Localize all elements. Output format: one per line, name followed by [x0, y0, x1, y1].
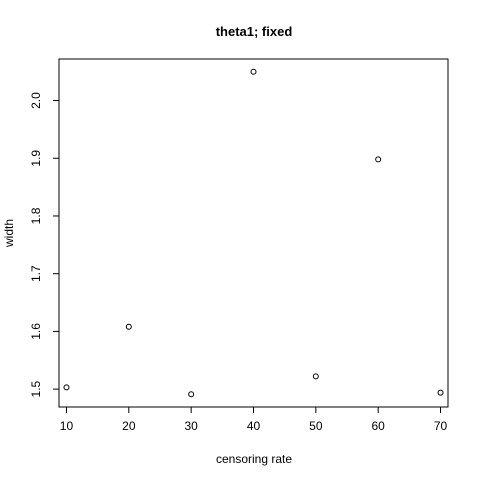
- data-point: [250, 68, 257, 75]
- y-tick-label: 2.0: [29, 92, 43, 109]
- y-tick-label: 1.8: [29, 207, 43, 224]
- x-tick-label: 40: [247, 419, 261, 433]
- x-axis: 10 20 30 40 50 60 70: [60, 407, 448, 433]
- x-tick-label: 50: [309, 419, 323, 433]
- y-axis: 1.5 1.6 1.7 1.8 1.9 2.0: [29, 92, 59, 397]
- y-axis-label: width: [2, 219, 16, 248]
- x-tick-label: 20: [122, 419, 136, 433]
- data-point: [437, 389, 444, 396]
- y-tick-label: 1.6: [29, 323, 43, 340]
- x-axis-label: censoring rate: [216, 452, 292, 466]
- plot-frame: [58, 58, 449, 408]
- data-point: [63, 384, 70, 391]
- y-tick-label: 1.9: [29, 150, 43, 167]
- data-point: [125, 323, 132, 330]
- y-tick-label: 1.5: [29, 380, 43, 397]
- x-tick-label: 10: [60, 419, 74, 433]
- y-tick-label: 1.7: [29, 265, 43, 282]
- x-tick-label: 70: [434, 419, 448, 433]
- data-point: [312, 373, 319, 380]
- data-point: [375, 156, 382, 163]
- data-point: [188, 391, 195, 398]
- x-tick-label: 60: [371, 419, 385, 433]
- x-tick-label: 30: [184, 419, 198, 433]
- chart-title: theta1; fixed: [216, 24, 293, 39]
- data-points: [63, 68, 444, 398]
